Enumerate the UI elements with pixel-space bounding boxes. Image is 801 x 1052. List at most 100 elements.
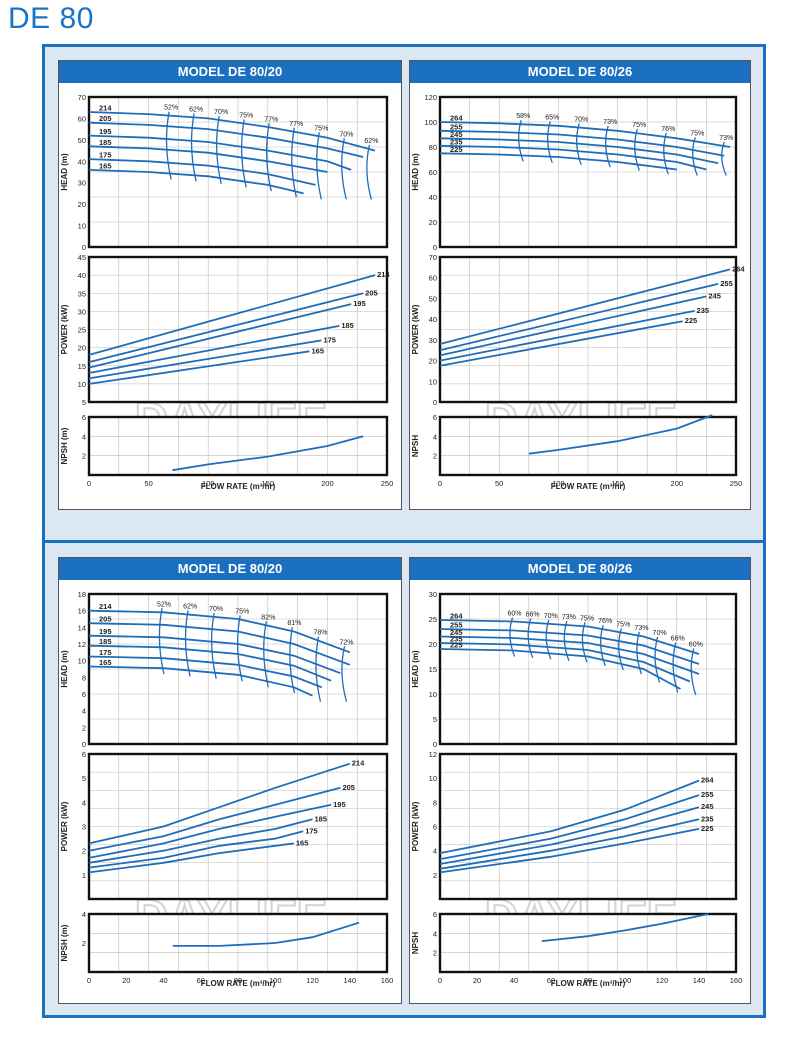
y-tick-label: 40 xyxy=(429,193,437,202)
x-tick-label: 250 xyxy=(381,479,394,488)
y-tick-label: 4 xyxy=(433,432,437,441)
y-tick-label: 45 xyxy=(78,253,86,262)
y-tick-label: 5 xyxy=(82,774,86,783)
series-line xyxy=(88,145,328,173)
series-label: 255 xyxy=(450,621,463,630)
x-tick-label: 40 xyxy=(510,976,518,985)
efficiency-label: 62% xyxy=(189,106,203,113)
y-tick-label: 10 xyxy=(78,657,86,666)
x-tick-label: 100 xyxy=(269,976,282,985)
chart-card-de80-26-bottom: MODEL DE 80/26 DAYLIFE051015202530HEAD (… xyxy=(409,557,751,1004)
series-label: 195 xyxy=(99,627,112,636)
efficiency-label: 75% xyxy=(690,130,704,137)
efficiency-label: 65% xyxy=(545,114,559,121)
plot-border xyxy=(87,95,389,249)
x-tick-label: 80 xyxy=(234,976,242,985)
series-label: 165 xyxy=(99,658,112,667)
series-line xyxy=(439,619,700,655)
efficiency-label: 70% xyxy=(653,630,667,637)
series-line xyxy=(439,137,719,165)
series-line xyxy=(88,830,304,869)
y-tick-label: 50 xyxy=(78,136,86,145)
y-tick-label: 20 xyxy=(78,344,86,353)
x-tick-label: 120 xyxy=(656,976,669,985)
y-tick-label: 40 xyxy=(78,271,86,280)
series-line xyxy=(88,158,316,186)
x-axis-label: FLOW RATE (m³/hr) xyxy=(201,482,276,491)
series-label: 235 xyxy=(701,814,714,823)
y-tick-label: 25 xyxy=(429,615,437,624)
y-tick-label: 3 xyxy=(82,823,86,832)
y-tick-label: 15 xyxy=(429,665,437,674)
efficiency-label: 70% xyxy=(214,109,228,116)
y-tick-label: 12 xyxy=(429,750,437,759)
series-line xyxy=(439,268,731,345)
y-tick-label: 4 xyxy=(82,798,86,807)
chart-svg: DAYLIFE020406080100120HEAD (m)2642552452… xyxy=(411,93,745,491)
y-tick-label: 15 xyxy=(78,362,86,371)
efficiency-curve xyxy=(692,137,698,176)
series-line xyxy=(88,134,352,171)
series-line xyxy=(88,111,376,152)
y-axis-label: POWER (kW) xyxy=(411,304,420,354)
efficiency-curve xyxy=(190,113,197,182)
efficiency-curve xyxy=(605,125,611,168)
y-tick-label: 0 xyxy=(82,740,86,749)
y-tick-label: 5 xyxy=(433,715,437,724)
series-label: 264 xyxy=(701,776,714,785)
efficiency-curve xyxy=(289,627,296,694)
efficiency-label: 52% xyxy=(164,105,178,112)
efficiency-curve xyxy=(215,115,222,185)
efficiency-curve xyxy=(509,617,516,657)
plot-border xyxy=(87,415,389,477)
y-axis-label: POWER (kW) xyxy=(60,801,69,851)
series-label: 264 xyxy=(450,114,463,123)
plot-border xyxy=(87,752,389,901)
efficiency-curve xyxy=(265,123,272,192)
efficiency-curve xyxy=(636,631,643,675)
efficiency-label: 76% xyxy=(598,618,612,625)
plot-border xyxy=(438,592,738,746)
y-tick-label: 25 xyxy=(78,326,86,335)
series-label: 264 xyxy=(450,612,463,621)
efficiency-label: 60% xyxy=(508,610,522,617)
y-tick-label: 20 xyxy=(429,218,437,227)
y-axis-label: HEAD (m) xyxy=(60,650,69,688)
series-label: 225 xyxy=(685,316,698,325)
y-axis-label: HEAD (m) xyxy=(411,153,420,191)
y-tick-label: 4 xyxy=(82,432,86,441)
efficiency-curve xyxy=(291,127,297,198)
efficiency-label: 75% xyxy=(632,122,646,129)
chart-card-de80-20-top: MODEL DE 80/20 DAYLIFE010203040506070HEA… xyxy=(58,60,402,510)
efficiency-label: 62% xyxy=(364,138,378,145)
efficiency-label: 66% xyxy=(671,636,685,643)
efficiency-curve xyxy=(165,111,172,180)
series-line xyxy=(88,274,376,356)
y-tick-label: 2 xyxy=(82,939,86,948)
efficiency-curve xyxy=(366,144,373,200)
y-tick-label: 70 xyxy=(429,253,437,262)
series-line xyxy=(439,779,700,854)
series-line xyxy=(88,609,351,654)
efficiency-curve xyxy=(236,615,243,682)
efficiency-curve xyxy=(547,121,553,163)
y-axis-label: POWER (kW) xyxy=(411,801,420,851)
series-label: 205 xyxy=(342,783,355,792)
series-line xyxy=(439,121,731,148)
efficiency-curve xyxy=(618,628,624,671)
efficiency-label: 52% xyxy=(157,601,171,608)
x-tick-label: 50 xyxy=(144,479,152,488)
series-line xyxy=(88,762,351,845)
y-axis-label: HEAD (m) xyxy=(60,153,69,191)
series-line xyxy=(528,414,713,455)
series-label: 175 xyxy=(323,335,336,344)
efficiency-curve xyxy=(158,608,165,675)
series-label: 235 xyxy=(697,306,710,315)
efficiency-label: 58% xyxy=(516,113,530,120)
efficiency-curve xyxy=(600,625,606,667)
series-label: 195 xyxy=(333,800,346,809)
chart-svg: DAYLIFE051015202530HEAD (m)2642552452352… xyxy=(411,590,742,988)
x-tick-label: 100 xyxy=(552,479,565,488)
plot-border xyxy=(438,95,738,249)
efficiency-curve xyxy=(654,636,661,683)
